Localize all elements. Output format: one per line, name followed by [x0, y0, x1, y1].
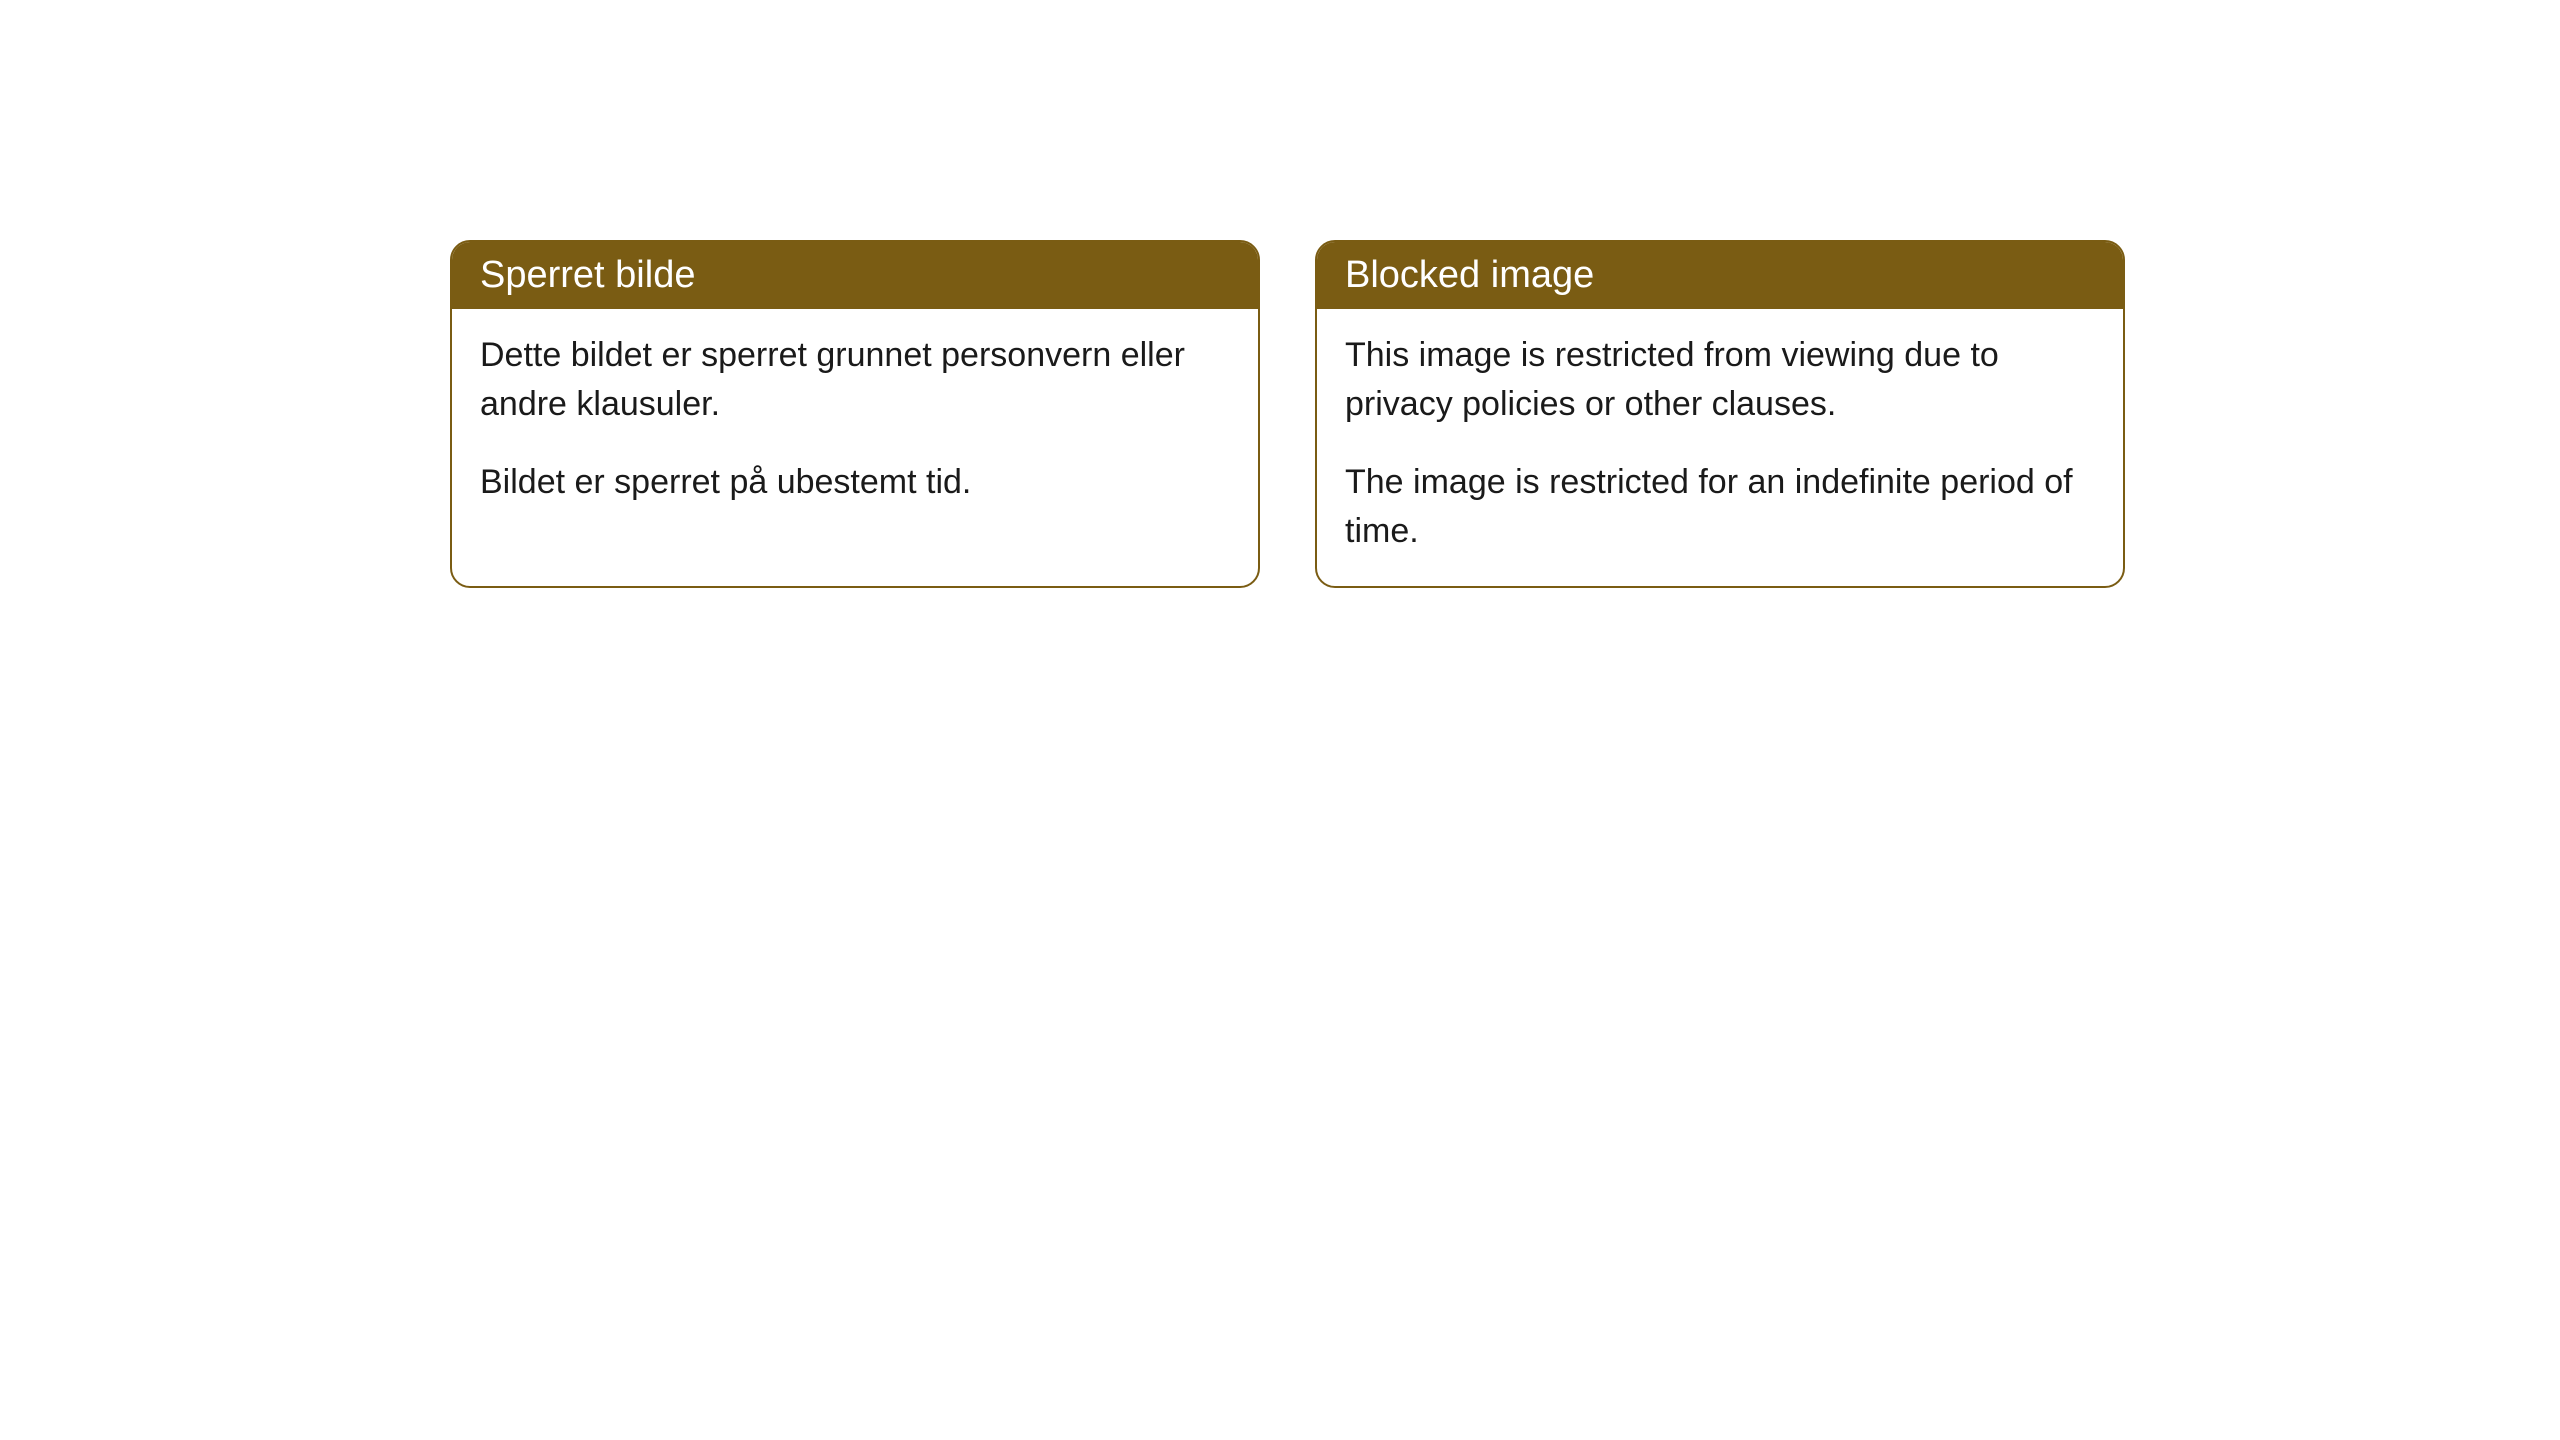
notice-title: Blocked image	[1345, 254, 1594, 296]
notice-paragraph: The image is restricted for an indefinit…	[1345, 458, 2095, 557]
notice-container: Sperret bilde Dette bildet er sperret gr…	[450, 240, 2125, 588]
notice-body: This image is restricted from viewing du…	[1317, 309, 2123, 586]
notice-header: Blocked image	[1317, 242, 2123, 309]
notice-body: Dette bildet er sperret grunnet personve…	[452, 309, 1258, 537]
notice-card-english: Blocked image This image is restricted f…	[1315, 240, 2125, 588]
notice-paragraph: Bildet er sperret på ubestemt tid.	[480, 458, 1230, 507]
notice-paragraph: This image is restricted from viewing du…	[1345, 331, 2095, 430]
notice-title: Sperret bilde	[480, 254, 695, 296]
notice-card-norwegian: Sperret bilde Dette bildet er sperret gr…	[450, 240, 1260, 588]
notice-paragraph: Dette bildet er sperret grunnet personve…	[480, 331, 1230, 430]
notice-header: Sperret bilde	[452, 242, 1258, 309]
